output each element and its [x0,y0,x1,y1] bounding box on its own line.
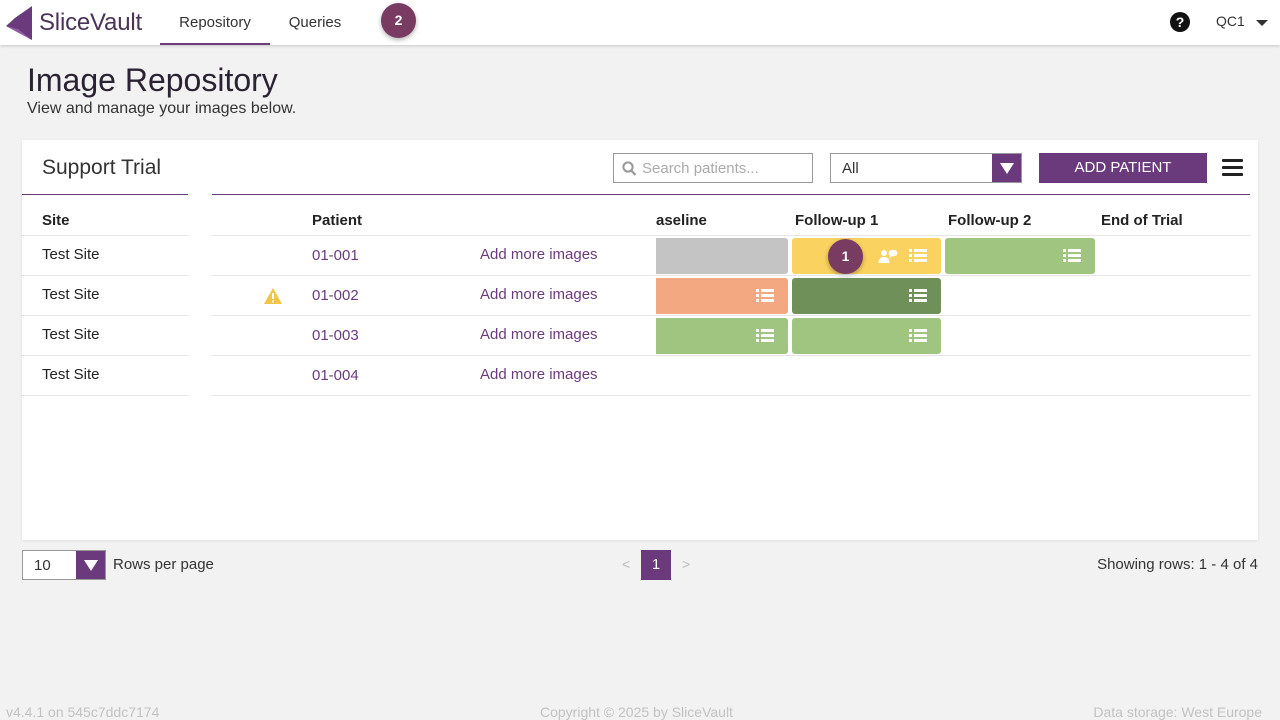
search-input[interactable] [642,158,807,178]
add-more-images-link[interactable]: Add more images [480,286,598,303]
list-icon[interactable] [756,329,774,343]
user-menu[interactable]: QC1 [1216,13,1245,29]
help-icon[interactable]: ? [1170,12,1190,32]
row-divider [212,355,1250,356]
divider [212,194,1250,195]
visit-cell-follow-up-1[interactable]: 1 [792,238,941,274]
prev-page-button[interactable]: < [622,556,631,572]
next-page-button[interactable]: > [682,556,691,572]
slicevault-logo-icon [6,6,32,40]
user-comment-icon[interactable] [878,248,898,264]
add-patient-button[interactable]: ADD PATIENT [1039,153,1207,183]
page-subtitle: View and manage your images below. [27,100,297,117]
list-icon[interactable] [909,249,927,263]
filter-value: All [842,160,859,177]
chevron-down-icon[interactable] [1256,20,1268,26]
tab-repository[interactable]: Repository [160,0,270,45]
patient-id-link[interactable]: 01-001 [312,247,359,264]
add-more-images-link[interactable]: Add more images [480,366,598,383]
rows-per-page-select[interactable]: 10 [22,550,106,580]
query-count-badge[interactable]: 1 [828,239,863,274]
column-header-end-of-trial: End of Trial [1101,212,1183,229]
site-cell: Test Site [42,326,100,343]
site-cell: Test Site [42,366,100,383]
row-divider [22,395,188,396]
visit-cell-baseline[interactable] [656,238,788,274]
trial-title: Support Trial [42,156,162,179]
visit-cell-follow-up-2[interactable] [945,238,1095,274]
page-1-button[interactable]: 1 [641,550,671,580]
search-box [613,153,813,183]
add-more-images-link[interactable]: Add more images [480,326,598,343]
visit-cell-baseline[interactable] [656,278,788,314]
app-name: SliceVault [39,9,142,36]
site-cell: Test Site [42,246,100,263]
list-icon[interactable] [909,289,927,303]
menu-icon[interactable] [1222,159,1243,177]
row-divider [212,235,1250,236]
rows-per-page-value: 10 [34,557,51,574]
visit-cell-follow-up-1[interactable] [792,278,941,314]
showing-rows-text: Showing rows: 1 - 4 of 4 [1097,556,1258,573]
version-text: v4.4.1 on 545c7ddc7174 [6,704,160,720]
column-header-patient[interactable]: Patient [312,212,363,229]
add-more-images-link[interactable]: Add more images [480,246,598,263]
column-header-follow-up-1: Follow-up 1 [795,212,879,229]
row-divider [22,235,188,236]
patient-id-link[interactable]: 01-002 [312,287,359,304]
column-header-site: Site [42,212,70,229]
row-divider [212,315,1250,316]
visit-cell-baseline[interactable] [656,318,788,354]
row-divider [22,355,188,356]
queries-count-badge[interactable]: 2 [381,3,416,38]
list-icon[interactable] [909,329,927,343]
app-logo[interactable]: SliceVault [4,4,142,42]
row-divider [212,395,1250,396]
list-icon[interactable] [1063,249,1081,263]
patient-id-link[interactable]: 01-003 [312,327,359,344]
filter-dropdown-button[interactable] [992,154,1021,182]
warning-icon[interactable] [263,287,283,305]
triangle-down-icon [1000,163,1014,174]
visit-cell-follow-up-1[interactable] [792,318,941,354]
rows-dropdown-button[interactable] [76,551,105,579]
column-header-follow-up-2: Follow-up 2 [948,212,1032,229]
copyright-text: Copyright © 2025 by SliceVault [540,704,733,720]
top-navbar: SliceVault Repository Queries 2 ? QC1 [0,0,1280,45]
row-divider [22,315,188,316]
page-title: Image Repository [27,62,278,98]
repository-card: Support Trial All ADD PATIENT Site Patie… [22,140,1258,540]
tab-queries[interactable]: Queries [288,14,342,31]
list-icon[interactable] [756,289,774,303]
site-filter-select[interactable]: All [830,153,1022,183]
row-divider [22,275,188,276]
search-icon [622,161,637,176]
data-storage-text: Data storage: West Europe [1093,704,1262,720]
column-header-baseline: aseline [656,212,707,229]
triangle-down-icon [84,560,98,571]
row-divider [212,275,1250,276]
divider [22,194,188,195]
patient-id-link[interactable]: 01-004 [312,367,359,384]
rows-per-page-label: Rows per page [113,556,214,573]
site-cell: Test Site [42,286,100,303]
